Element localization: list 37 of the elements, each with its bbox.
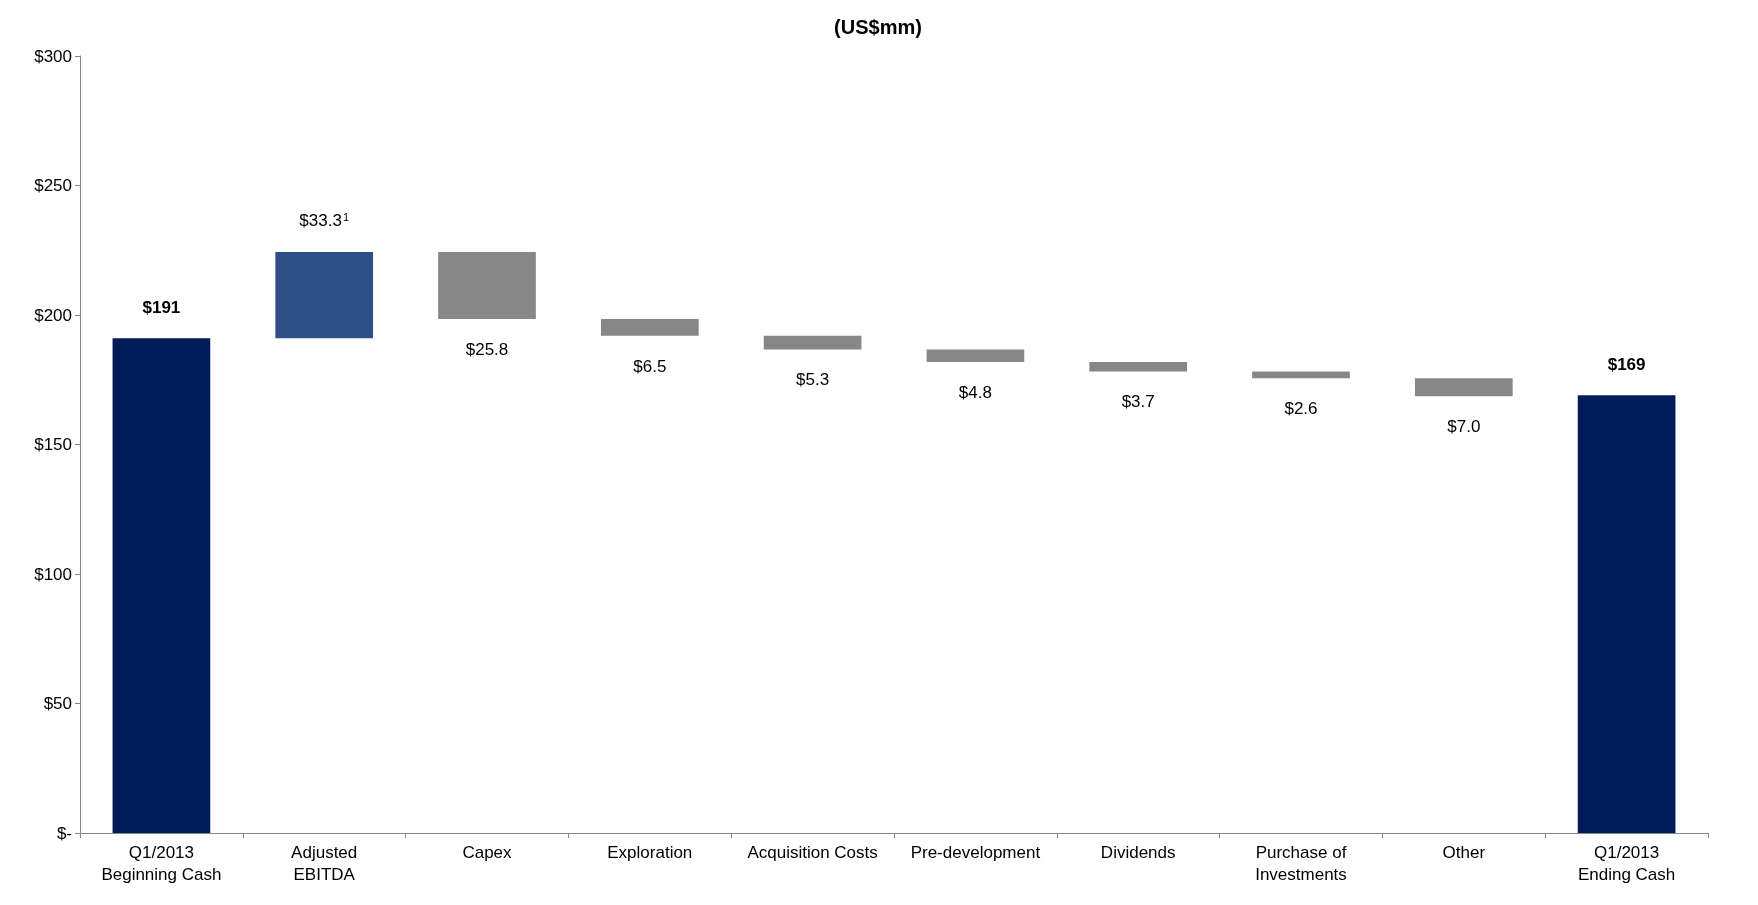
data-label: $5.3: [796, 370, 830, 390]
bar: [1577, 395, 1676, 833]
data-label: $191: [142, 298, 181, 318]
bar: [275, 252, 374, 339]
y-tick-label: $150: [34, 435, 72, 454]
x-tick-label: Q1/2013 Beginning Cash: [101, 842, 222, 884]
bar: [1252, 371, 1350, 379]
y-tick-label: $100: [34, 564, 72, 584]
y-tick-label: $250: [34, 176, 72, 195]
bar: [1414, 378, 1513, 397]
y-tick-label: $300: [34, 46, 72, 66]
y-tick-label: $200: [34, 305, 72, 325]
bar: [1089, 361, 1188, 372]
x-tick-label: Acquisition Costs: [747, 842, 878, 862]
bar: [926, 349, 1025, 362]
chart-title: (US$mm): [834, 16, 922, 38]
data-label: $3.7: [1121, 392, 1155, 412]
x-tick-label: Adjusted EBITDA: [291, 842, 358, 884]
data-label: $169: [1607, 355, 1646, 375]
x-tick-label: Capex: [462, 842, 513, 862]
y-tick-label: $50: [43, 694, 72, 713]
x-tick-label: Purchase of Investments: [1255, 842, 1347, 884]
bar: [763, 335, 862, 350]
bar: [600, 318, 699, 336]
data-label: $4.8: [958, 382, 992, 402]
bar: [438, 252, 536, 319]
data-label: $2.6: [1284, 399, 1318, 419]
bar: [112, 338, 211, 833]
data-label: $6.5: [633, 356, 667, 376]
x-tick-label: Other: [1442, 842, 1486, 862]
data-label: $25.8: [465, 339, 509, 359]
x-tick-label: Exploration: [607, 842, 693, 862]
data-label: $7.0: [1447, 417, 1481, 437]
x-tick-label: Q1/2013 Ending Cash: [1577, 842, 1676, 884]
x-tick-label: Pre-development: [910, 842, 1041, 862]
x-tick-label: Dividends: [1100, 842, 1176, 862]
y-tick-label: $-: [56, 823, 72, 843]
